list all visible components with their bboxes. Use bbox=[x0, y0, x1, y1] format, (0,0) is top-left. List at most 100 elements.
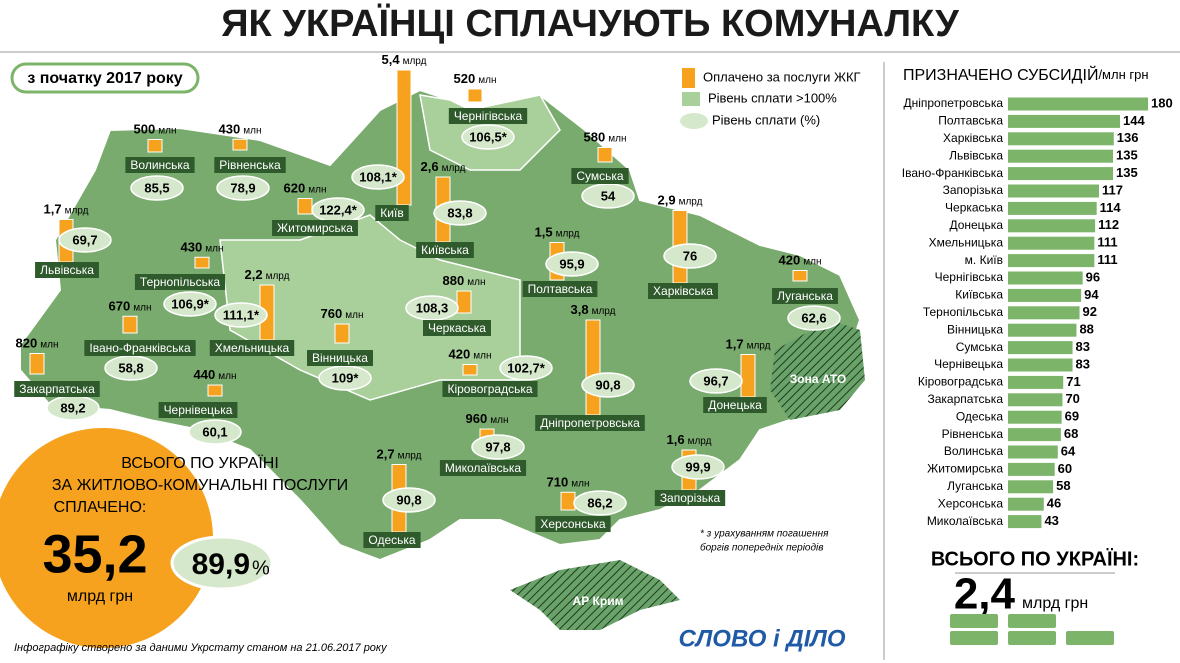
paid-label: 2,6 млрд bbox=[421, 159, 466, 174]
total-level-unit: % bbox=[252, 557, 270, 579]
paid-label: 1,5 млрд bbox=[535, 225, 580, 240]
level-ellipse bbox=[461, 124, 515, 150]
region-name: Полтавська bbox=[528, 282, 593, 296]
level-label: 83,8 bbox=[447, 205, 472, 220]
region-name: Тернопільська bbox=[140, 275, 220, 289]
subsidy-value: 135 bbox=[1116, 165, 1138, 180]
level-ellipse bbox=[163, 291, 217, 317]
title: ЯК УКРАЇНЦІ СПЛАЧУЮТЬ КОМУНАЛКУ bbox=[221, 2, 959, 45]
paid-amount: 420 bbox=[449, 347, 471, 362]
subsidy-bar bbox=[1008, 288, 1082, 302]
region-name: Івано-Франківська bbox=[89, 341, 191, 355]
subsidy-bar bbox=[1008, 323, 1077, 337]
subsidy-unit: /млн грн bbox=[1098, 67, 1148, 82]
logo: СЛОВО і ДІЛО bbox=[678, 625, 845, 652]
region-name: Київ bbox=[380, 206, 403, 220]
region-name: Кіровоградська bbox=[447, 382, 532, 396]
subsidy-bar bbox=[1008, 132, 1114, 146]
subsidy-total-unit: млрд грн bbox=[1022, 595, 1088, 612]
subsidy-value: 88 bbox=[1079, 322, 1093, 337]
total-line1: ВСЬОГО ПО УКРАЇНІ bbox=[121, 454, 279, 472]
subsidy-bar bbox=[1008, 515, 1042, 529]
paid-unit: млн bbox=[467, 277, 485, 288]
paid-amount: 880 bbox=[443, 273, 465, 288]
total-line2: ЗА ЖИТЛОВО-КОМУНАЛЬНІ ПОСЛУГИ bbox=[52, 477, 348, 494]
paid-amount: 710 bbox=[547, 475, 569, 490]
level-label: 54 bbox=[601, 188, 616, 203]
region-name: Вінницька bbox=[312, 351, 368, 365]
subsidy-value: 43 bbox=[1044, 513, 1058, 528]
subsidy-total-amount: 2,4 bbox=[954, 570, 1016, 619]
subsidy-value: 60 bbox=[1058, 461, 1072, 476]
subsidy-value: 136 bbox=[1117, 130, 1139, 145]
subsidy-category: Тернопільська bbox=[923, 305, 1003, 319]
subsidy-value: 58 bbox=[1056, 478, 1070, 493]
region-box bbox=[772, 288, 838, 304]
level-ellipse bbox=[671, 454, 725, 480]
level-ellipse bbox=[499, 355, 553, 381]
paid-bar bbox=[232, 138, 248, 151]
region-name: Волинська bbox=[130, 158, 190, 172]
level-ellipse bbox=[382, 487, 436, 513]
paid-label: 670 млн bbox=[109, 299, 152, 314]
map-over100 bbox=[219, 214, 521, 401]
subsidy-category: Одеська bbox=[956, 409, 1004, 423]
region-box bbox=[209, 340, 295, 356]
subsidy-value: 83 bbox=[1076, 339, 1090, 354]
paid-bar bbox=[467, 88, 483, 103]
level-ellipse bbox=[188, 419, 242, 445]
level-ellipse bbox=[58, 227, 112, 253]
legend-swatch-paid bbox=[682, 68, 695, 88]
paid-amount: 580 bbox=[584, 130, 606, 145]
paid-unit: млн bbox=[345, 310, 363, 321]
region-box bbox=[654, 490, 726, 506]
paid-bar bbox=[740, 354, 756, 398]
subsidy-value: 112 bbox=[1098, 217, 1119, 232]
subsidy-category: Хмельницька bbox=[929, 235, 1004, 249]
banknotes bbox=[950, 614, 1114, 645]
subsidy-bar bbox=[1008, 219, 1096, 233]
paid-amount: 2,6 bbox=[421, 159, 439, 174]
region-name: Одеська bbox=[368, 533, 416, 547]
paid-amount: 1,5 bbox=[535, 225, 553, 240]
subsidy-category: Луганська bbox=[947, 479, 1003, 493]
subsidy-value: 71 bbox=[1066, 374, 1080, 389]
paid-bar bbox=[147, 139, 163, 153]
level-ellipse bbox=[573, 490, 627, 516]
subsidy-category: Херсонська bbox=[938, 496, 1004, 510]
paid-unit: млн bbox=[158, 125, 176, 136]
level-label: 99,9 bbox=[685, 459, 710, 474]
region-box bbox=[535, 516, 611, 532]
paid-bar bbox=[585, 319, 601, 416]
subsidy-bar bbox=[1008, 271, 1083, 285]
paid-unit: млрд bbox=[556, 228, 580, 239]
region-name: Львівська bbox=[40, 263, 94, 277]
paid-unit: млн bbox=[133, 302, 151, 313]
level-label: 86,2 bbox=[587, 495, 612, 510]
region-box bbox=[648, 283, 718, 299]
level-label: 96,7 bbox=[703, 373, 728, 388]
paid-bar bbox=[792, 270, 808, 282]
total-amount: 35,2 bbox=[42, 524, 147, 584]
paid-amount: 440 bbox=[194, 367, 216, 382]
level-ellipse bbox=[433, 200, 487, 226]
paid-label: 1,6 млрд bbox=[667, 432, 712, 447]
region-box bbox=[14, 381, 100, 397]
paid-amount: 670 bbox=[109, 299, 131, 314]
region-name: Дніпропетровська bbox=[540, 416, 640, 430]
level-ellipse bbox=[581, 372, 635, 398]
region-box bbox=[214, 157, 286, 173]
period: з початку 2017 року bbox=[27, 70, 182, 87]
region-box bbox=[571, 168, 629, 184]
total-unit: млрд грн bbox=[67, 588, 133, 605]
ato-zone bbox=[770, 320, 865, 420]
region-box bbox=[703, 397, 767, 413]
total-circle bbox=[0, 428, 213, 648]
level-ellipse bbox=[787, 305, 841, 331]
level-label: 62,6 bbox=[801, 310, 826, 325]
subsidy-bar bbox=[1008, 149, 1113, 163]
paid-bar bbox=[597, 147, 613, 163]
region-name: Миколаївська bbox=[445, 461, 522, 475]
subsidy-value: 144 bbox=[1123, 113, 1145, 128]
